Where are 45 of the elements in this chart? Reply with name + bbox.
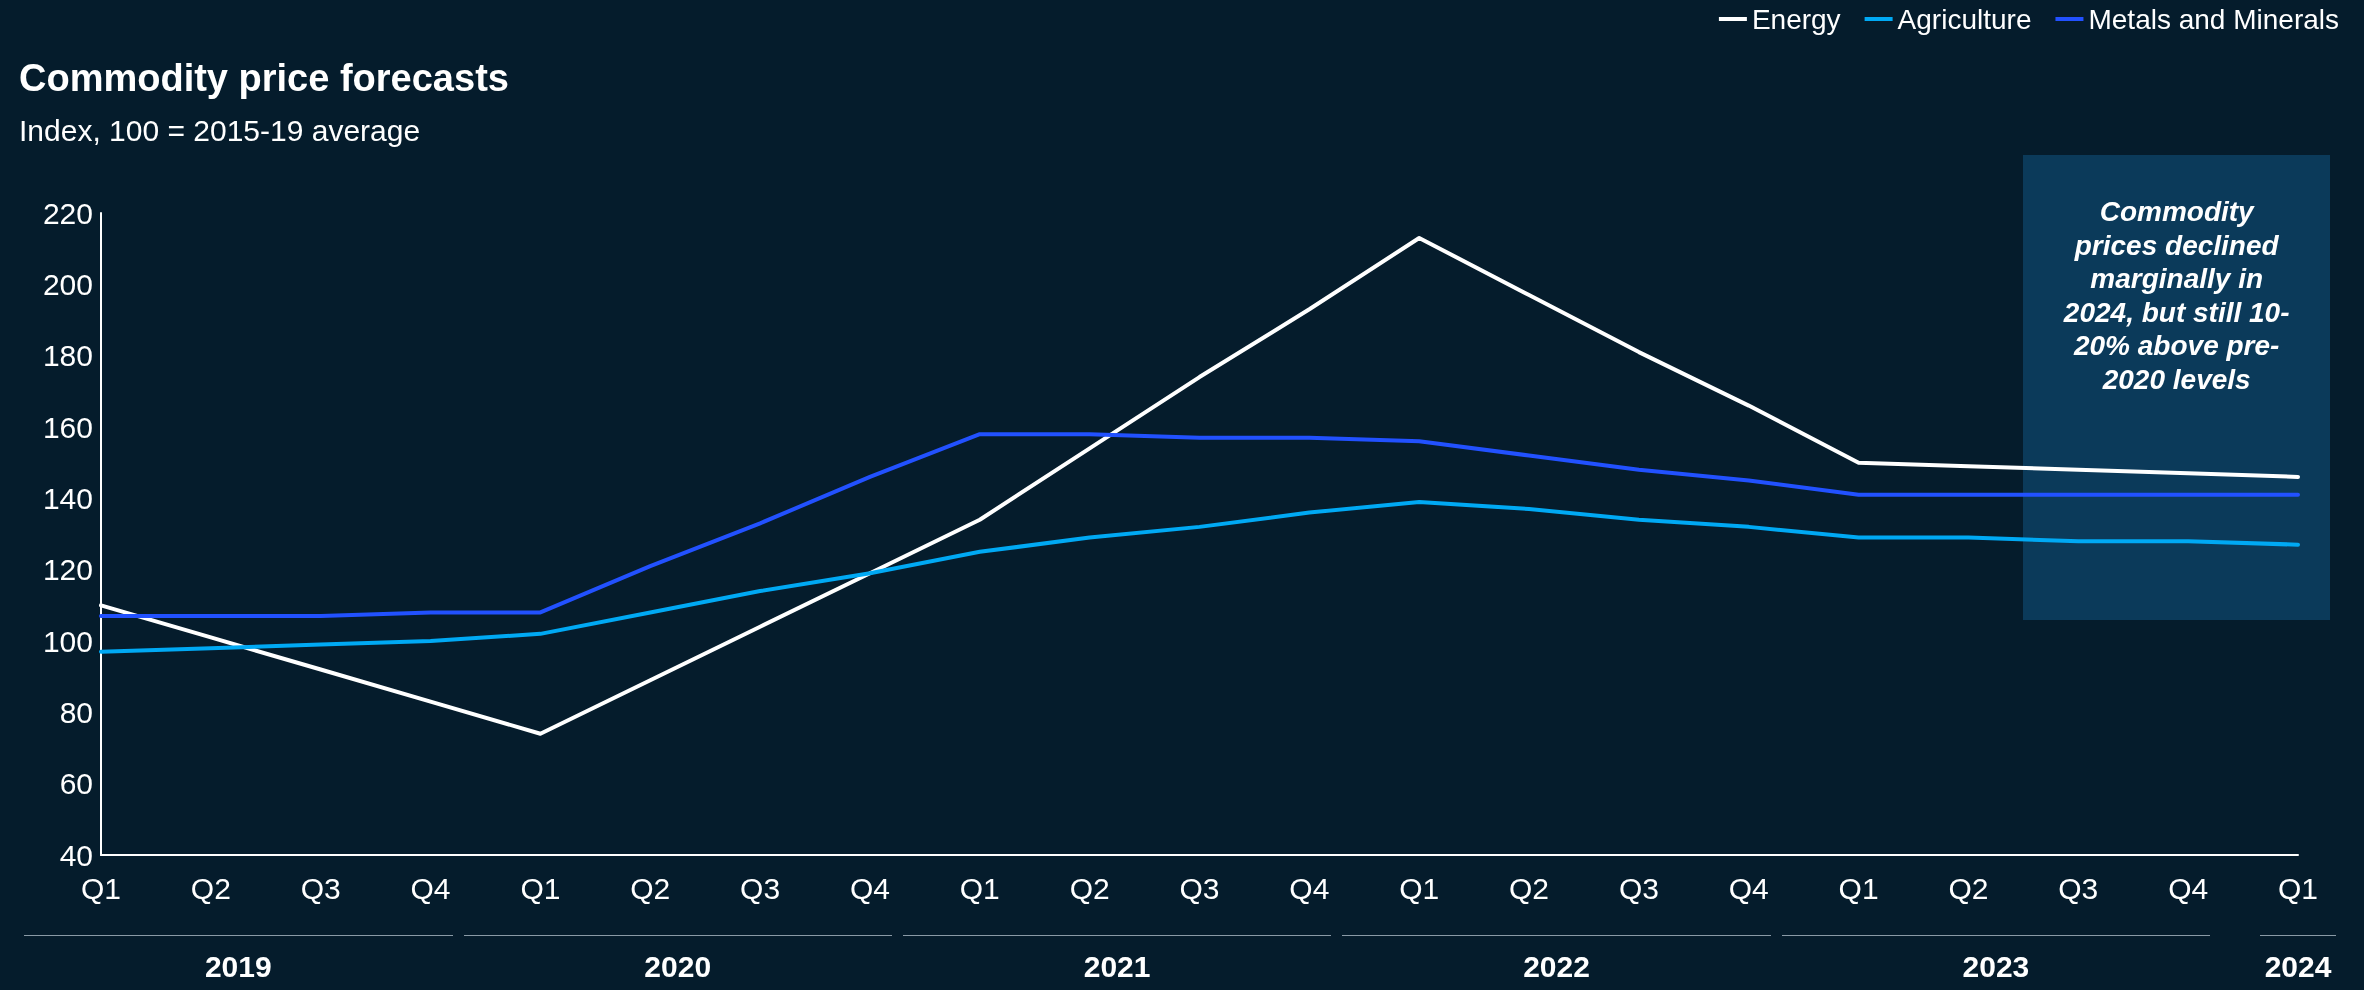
x-tick-label: Q1: [520, 871, 561, 905]
annotation: Commodity prices declined marginally in 2024, but still 10-20% above pre-2020 levels: [2062, 195, 2291, 397]
x-tick-label: Q3: [2058, 871, 2099, 905]
y-tick-label: 80: [59, 695, 93, 729]
x-tick-label: Q2: [190, 871, 231, 905]
legend-label: Agriculture: [1897, 3, 2032, 35]
x-tick-label: Q1: [2277, 871, 2319, 905]
chart-title: Commodity price forecasts: [19, 57, 509, 99]
x-tick-label: Q1: [1838, 871, 1879, 905]
x-tick-label: Q4: [1289, 871, 1330, 905]
legend-label: Energy: [1751, 3, 1841, 35]
y-tick-label: 40: [59, 838, 93, 872]
x-tick-label: Q1: [1399, 871, 1440, 905]
x-tick-label: Q3: [1618, 871, 1659, 905]
x-tick-label: Q4: [849, 871, 890, 905]
text: 2023: [1961, 950, 2031, 984]
y-tick-label: 220: [42, 196, 93, 230]
line-series: [99, 499, 2300, 654]
y-tick-label: 140: [42, 481, 93, 515]
line-series: [99, 432, 2300, 619]
x-tick-label: Q3: [1179, 871, 1220, 905]
legend-label: Metals and Minerals: [2088, 3, 2340, 35]
x-tick-label: Q4: [2168, 871, 2209, 905]
x-tick-label: Q4: [1728, 871, 1769, 905]
text: 2020: [643, 950, 713, 984]
x-tick-label: Q2: [630, 871, 671, 905]
text: 2022: [1522, 950, 1591, 984]
x-tick-label: Q3: [740, 871, 781, 905]
y-tick-label: 120: [42, 553, 93, 587]
x-tick-label: Q2: [1509, 871, 1550, 905]
y-tick-label: 60: [59, 767, 93, 801]
x-tick-label: Q2: [1948, 871, 1989, 905]
x-tick-label: Q1: [80, 871, 122, 905]
x-tick-label: Q4: [410, 871, 451, 905]
x-tick-label: Q2: [1069, 871, 1110, 905]
y-tick-label: 180: [42, 339, 93, 373]
y-tick-label: 160: [42, 410, 93, 444]
y-tick-label: 100: [42, 624, 93, 658]
x-tick-label: Q1: [959, 871, 1000, 905]
text: 2024: [2263, 950, 2333, 984]
text: 2019: [203, 950, 273, 984]
chart-subtitle: Index, 100 = 2015-19 average: [19, 113, 421, 147]
y-tick-label: 200: [42, 267, 93, 301]
x-tick-label: Q3: [300, 871, 341, 905]
text: 2021: [1082, 950, 1152, 984]
